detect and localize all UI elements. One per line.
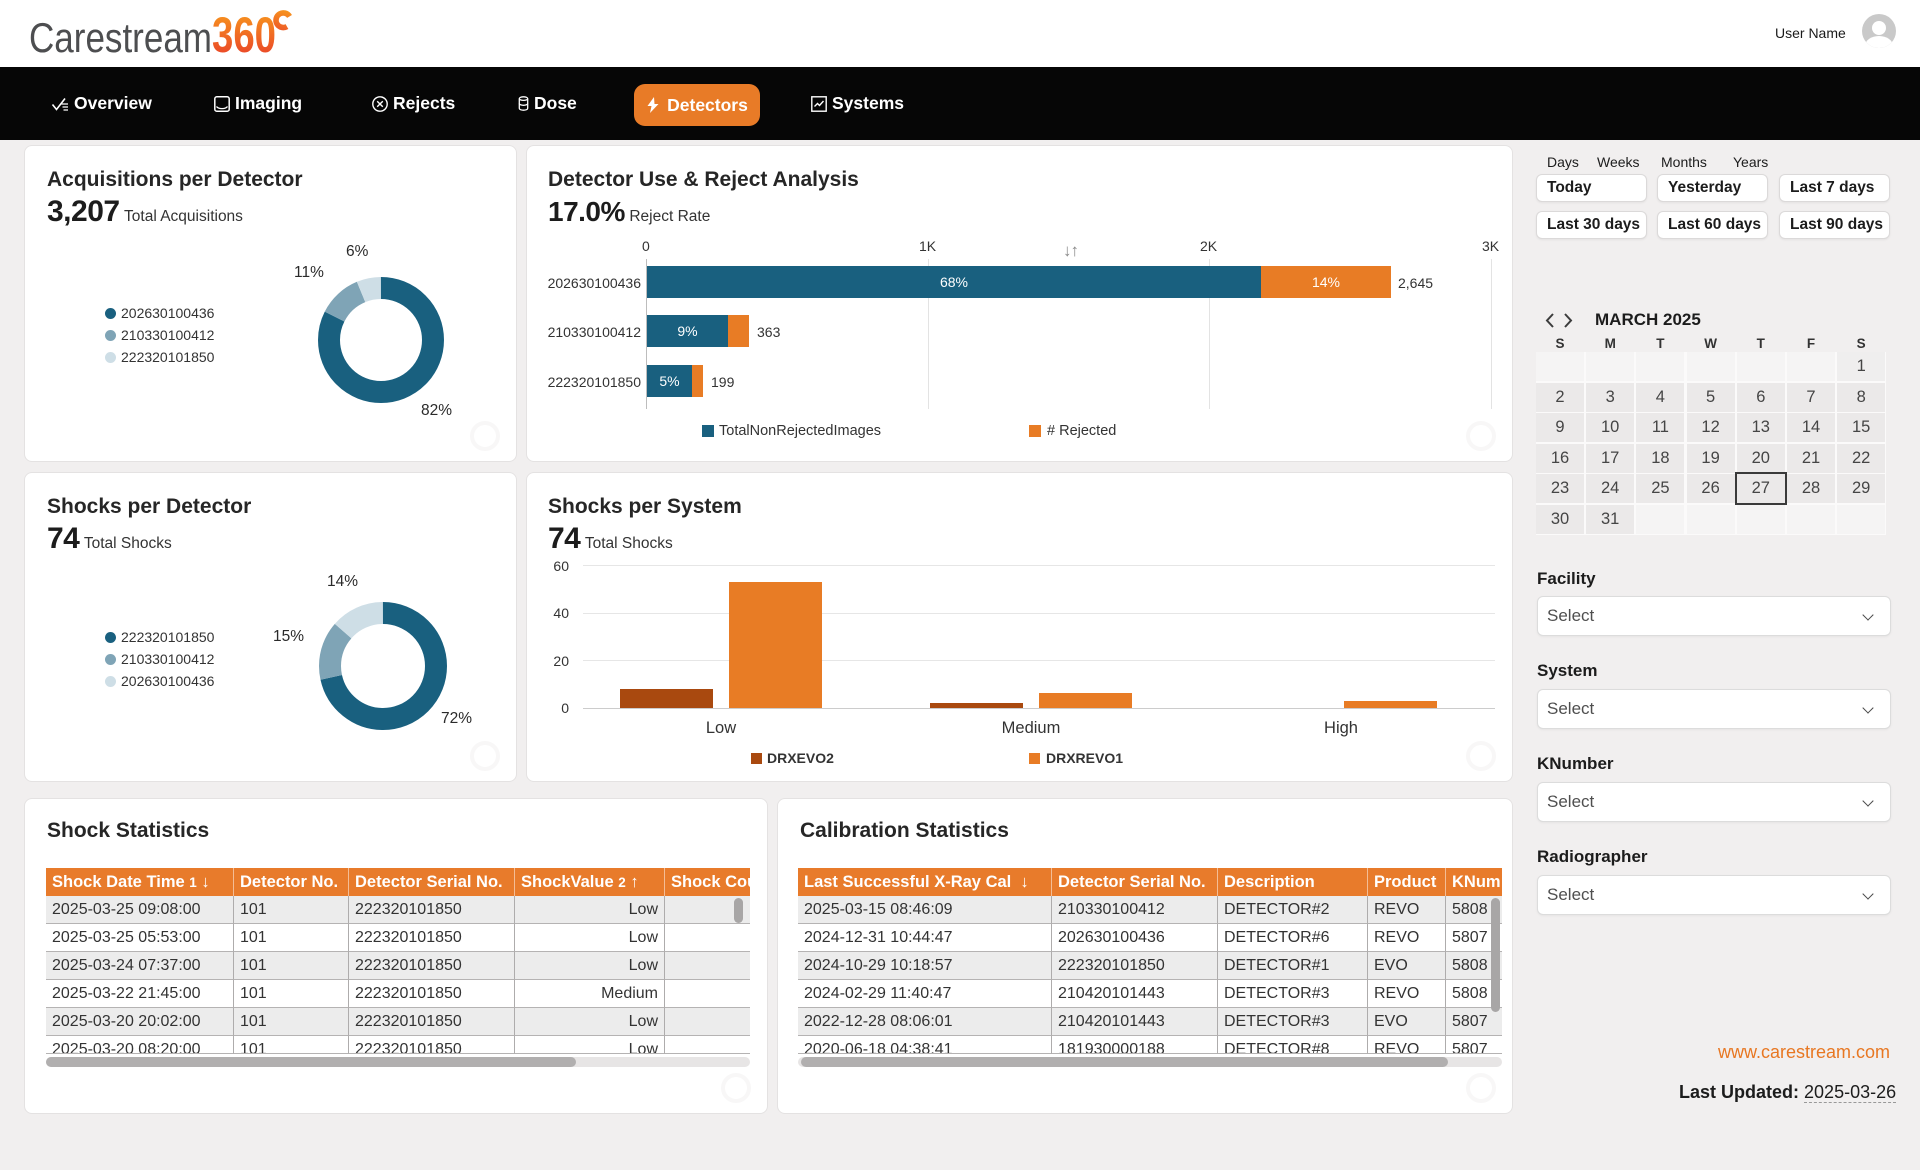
svg-text:360: 360 xyxy=(212,9,276,63)
svg-text:Carestream: Carestream xyxy=(29,14,212,61)
